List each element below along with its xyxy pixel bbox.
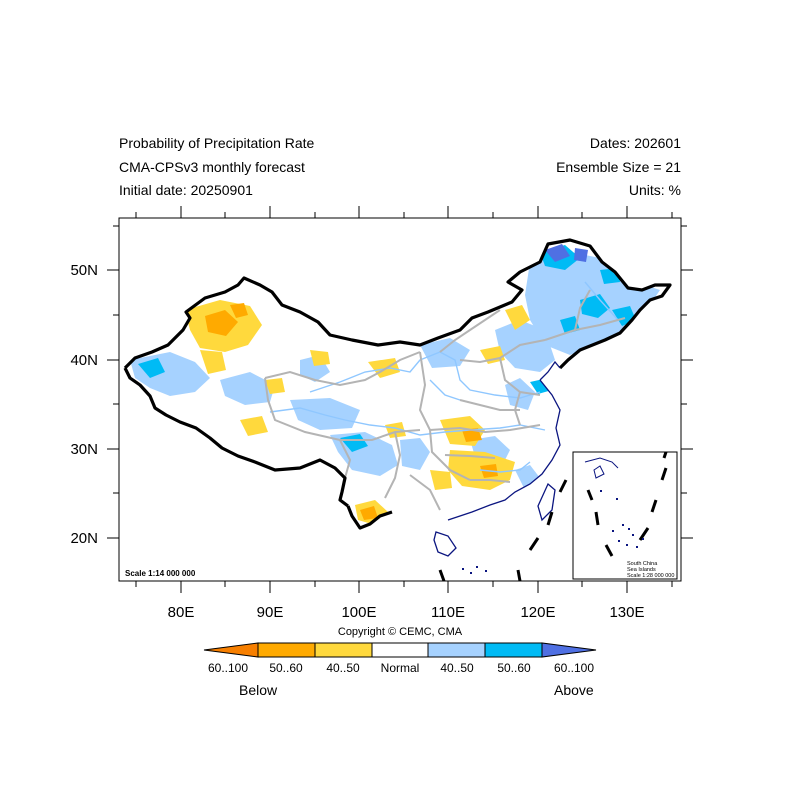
axis-ticks <box>107 206 693 593</box>
legend-above-label: Above <box>554 682 594 698</box>
legend-label: 60..100 <box>207 661 249 675</box>
legend-swatch-normal <box>371 642 429 658</box>
inset-title-1: South China <box>627 561 658 567</box>
legend-label: 50..60 <box>497 661 531 675</box>
y-tick-label: 50N <box>70 262 98 279</box>
copyright-text: Copyright © CEMC, CMA <box>337 626 463 638</box>
coastline <box>433 360 561 557</box>
x-tick-label: 130E <box>609 604 644 621</box>
y-axis-labels: 50N 40N 30N 20N <box>70 262 98 547</box>
title-line-1: Probability of Precipitation Rate <box>119 135 315 151</box>
legend-label: 40..50 <box>440 661 474 675</box>
legend-label: Normal <box>380 661 420 675</box>
map-scale-label: Scale 1:14 000 000 <box>125 569 196 578</box>
nine-dash-line <box>438 479 568 582</box>
inset-map: South China Sea Islands Scale 1:28 000 0… <box>572 451 678 580</box>
legend-swatch-below-40-50 <box>314 642 373 658</box>
x-tick-label: 120E <box>520 604 555 621</box>
province-borders <box>264 289 626 511</box>
x-tick-label: 100E <box>341 604 376 621</box>
legend-swatch-above-50-60 <box>484 642 543 658</box>
y-tick-label: 20N <box>70 530 98 547</box>
ensemble-size-label: Ensemble Size = 21 <box>556 159 681 175</box>
y-tick-label: 30N <box>70 441 98 458</box>
dates-label: Dates: 202601 <box>589 135 681 151</box>
legend-below-label: Below <box>239 682 278 698</box>
legend-colorbar <box>203 642 597 658</box>
inset-scale: Scale 1:28 000 000 <box>627 573 674 579</box>
x-tick-label: 110E <box>431 604 465 621</box>
inset-title-2: Sea Islands <box>627 567 656 573</box>
legend-label: 50..60 <box>269 661 303 675</box>
x-tick-label: 90E <box>257 604 284 621</box>
x-axis-labels: 80E 90E 100E 110E 120E 130E <box>168 604 645 621</box>
island-dots <box>462 566 487 574</box>
title-line-3: Initial date: 20250901 <box>119 182 253 198</box>
title-line-2: CMA-CPSv3 monthly forecast <box>119 159 305 175</box>
legend-swatch-above-60-100 <box>541 642 597 658</box>
units-label: Units: % <box>628 182 681 198</box>
legend-swatch-below-50-60 <box>257 642 316 658</box>
national-border <box>123 238 672 530</box>
legend-swatch-above-40-50 <box>427 642 486 658</box>
legend-label: 40..50 <box>326 661 360 675</box>
legend-swatch-below-60-100 <box>203 642 259 658</box>
y-tick-label: 40N <box>70 352 98 369</box>
x-tick-label: 80E <box>168 604 195 621</box>
legend-label: 60..100 <box>553 661 595 675</box>
